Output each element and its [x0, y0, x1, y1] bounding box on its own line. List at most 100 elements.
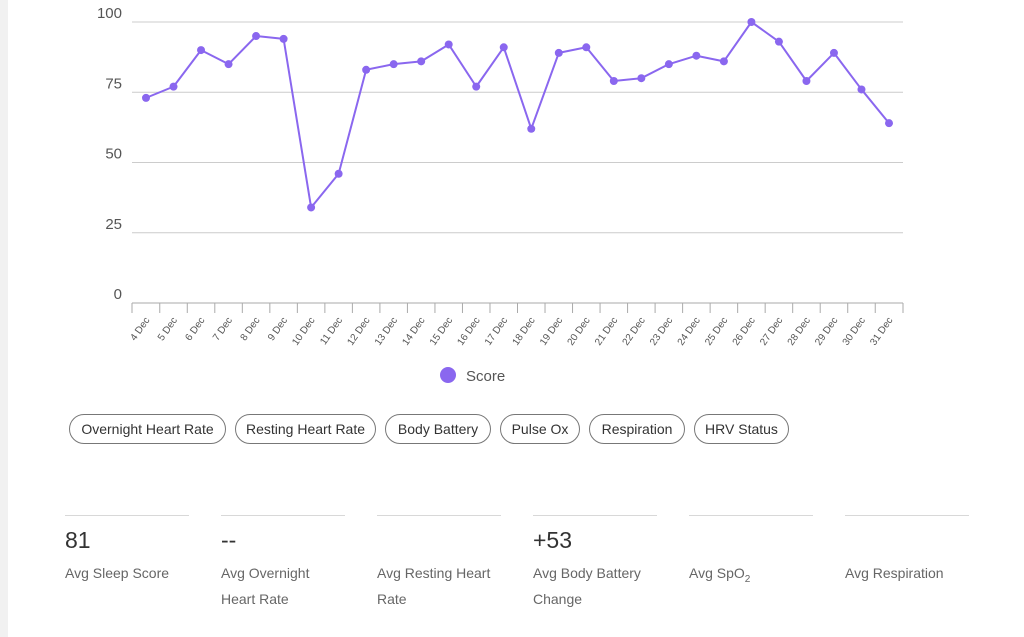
x-tick-label: 18 Dec: [511, 315, 538, 347]
data-point: [252, 32, 261, 41]
data-point: [885, 119, 893, 128]
x-tick-label: 6 Dec: [183, 315, 207, 343]
x-tick-label: 7 Dec: [211, 315, 235, 343]
x-tick-label: 29 Dec: [813, 315, 840, 347]
sleep-score-chart: 0 25 50 75 100 4 Dec 5 Dec 6 Dec 7 Dec 8 Dec 9 De…: [97, 5, 904, 385]
stat-avg-overnight-heart-rate: -- Avg Overnight Heart Rate: [221, 515, 345, 607]
y-tick-label: 0: [114, 286, 122, 303]
stat-divider: [689, 515, 813, 516]
data-point: [692, 51, 701, 60]
stat-label-subscript: 2: [744, 573, 751, 585]
data-point: [719, 57, 728, 66]
stat-divider: [377, 515, 501, 516]
data-point: [197, 46, 206, 55]
data-point: [307, 203, 316, 212]
left-edge-strip: [0, 0, 8, 637]
tab-respiration[interactable]: Respiration: [589, 414, 685, 444]
tab-body-battery[interactable]: Body Battery: [385, 414, 491, 444]
stat-label: Avg SpO2: [689, 560, 813, 593]
x-tick-label: 14 Dec: [400, 315, 427, 347]
stat-label: Avg Resting Heart Rate: [377, 565, 491, 607]
x-tick-label: 28 Dec: [786, 315, 813, 347]
x-tick-label: 15 Dec: [428, 315, 455, 347]
tab-pulse-ox[interactable]: Pulse Ox: [500, 414, 580, 444]
x-tick-label: 22 Dec: [621, 315, 648, 347]
x-tick-label: 9 Dec: [266, 315, 290, 343]
series-score: [142, 18, 893, 212]
data-point: [802, 77, 811, 86]
legend: Score: [440, 367, 505, 385]
x-tick-label: 30 Dec: [841, 315, 868, 347]
x-tick-label: 16 Dec: [455, 315, 482, 347]
data-point: [499, 43, 508, 52]
stat-value: --: [221, 527, 237, 553]
x-tick-label: 19 Dec: [538, 315, 565, 347]
tab-resting-heart-rate[interactable]: Resting Heart Rate: [235, 414, 376, 444]
data-point: [829, 48, 838, 57]
stat-avg-body-battery-change: +53 Avg Body Battery Change: [533, 515, 657, 607]
data-point: [472, 82, 481, 91]
data-point: [637, 74, 646, 83]
data-point: [417, 57, 426, 66]
x-tick-label: 4 Dec: [128, 315, 152, 343]
data-point: [609, 77, 618, 86]
tab-hrv-status[interactable]: HRV Status: [694, 414, 789, 444]
series-line-score: [145, 21, 890, 209]
stat-avg-resting-heart-rate: Avg Resting Heart Rate: [377, 515, 501, 607]
stat-value: +53: [533, 527, 573, 553]
data-point: [279, 34, 288, 43]
stat-divider: [221, 515, 345, 516]
legend-marker: [440, 367, 456, 383]
stat-label: Avg Sleep Score: [65, 565, 170, 581]
data-point: [527, 124, 536, 133]
x-tick-label: 26 Dec: [731, 315, 758, 347]
stat-label-main: Avg SpO: [689, 565, 745, 581]
stat-avg-spo2: Avg SpO2: [689, 515, 813, 585]
x-tick-label: 10 Dec: [290, 315, 317, 347]
x-tick-label: 8 Dec: [239, 315, 263, 343]
y-tick-label: 100: [97, 5, 122, 22]
x-tick-label: 12 Dec: [345, 315, 372, 347]
data-point: [582, 43, 591, 52]
x-tick-label: 24 Dec: [676, 315, 703, 347]
stat-label: Avg Overnight Heart Rate: [221, 565, 310, 607]
y-tick-label: 50: [105, 146, 122, 163]
data-point: [554, 48, 563, 57]
grid-layer: [132, 21, 903, 234]
x-tick-label: 25 Dec: [703, 315, 730, 347]
x-tick-label: 31 Dec: [868, 315, 895, 347]
tab-overnight-heart-rate[interactable]: Overnight Heart Rate: [69, 414, 226, 444]
data-point: [857, 85, 866, 94]
x-tick-label: 21 Dec: [593, 315, 620, 347]
x-tick-label: 27 Dec: [758, 315, 785, 347]
data-point: [362, 65, 371, 74]
x-tick-label: 13 Dec: [373, 315, 400, 347]
data-point: [224, 60, 233, 69]
data-point: [747, 18, 756, 26]
x-axis: 4 Dec 5 Dec 6 Dec 7 Dec 8 Dec 9 Dec 10 Dec 11 D…: [128, 302, 904, 348]
x-tick-label: 5 Dec: [156, 315, 180, 343]
legend-label: Score: [466, 368, 505, 385]
data-point: [169, 82, 178, 91]
y-tick-label: 25: [105, 216, 122, 233]
stat-avg-sleep-score: 81 Avg Sleep Score: [65, 515, 189, 581]
x-tick-label: 23 Dec: [648, 315, 675, 347]
stat-label: Avg Respiration: [845, 565, 944, 581]
data-point: [664, 60, 673, 69]
data-point: [774, 37, 783, 46]
x-tick-label: 20 Dec: [566, 315, 593, 347]
stat-label: Avg Body Battery Change: [533, 565, 641, 607]
stat-divider: [65, 515, 189, 516]
stat-divider: [845, 515, 969, 516]
stat-value: 81: [65, 527, 91, 553]
data-point: [142, 93, 150, 102]
stat-avg-respiration: Avg Respiration: [845, 515, 969, 581]
x-tick-label: 17 Dec: [483, 315, 510, 347]
data-point: [444, 40, 453, 49]
x-tick-label: 11 Dec: [318, 315, 345, 347]
stat-divider: [533, 515, 657, 516]
y-axis-ticks: 0 25 50 75 100: [97, 5, 122, 303]
y-tick-label: 75: [105, 75, 122, 92]
data-point: [334, 169, 343, 178]
data-point: [389, 60, 398, 69]
